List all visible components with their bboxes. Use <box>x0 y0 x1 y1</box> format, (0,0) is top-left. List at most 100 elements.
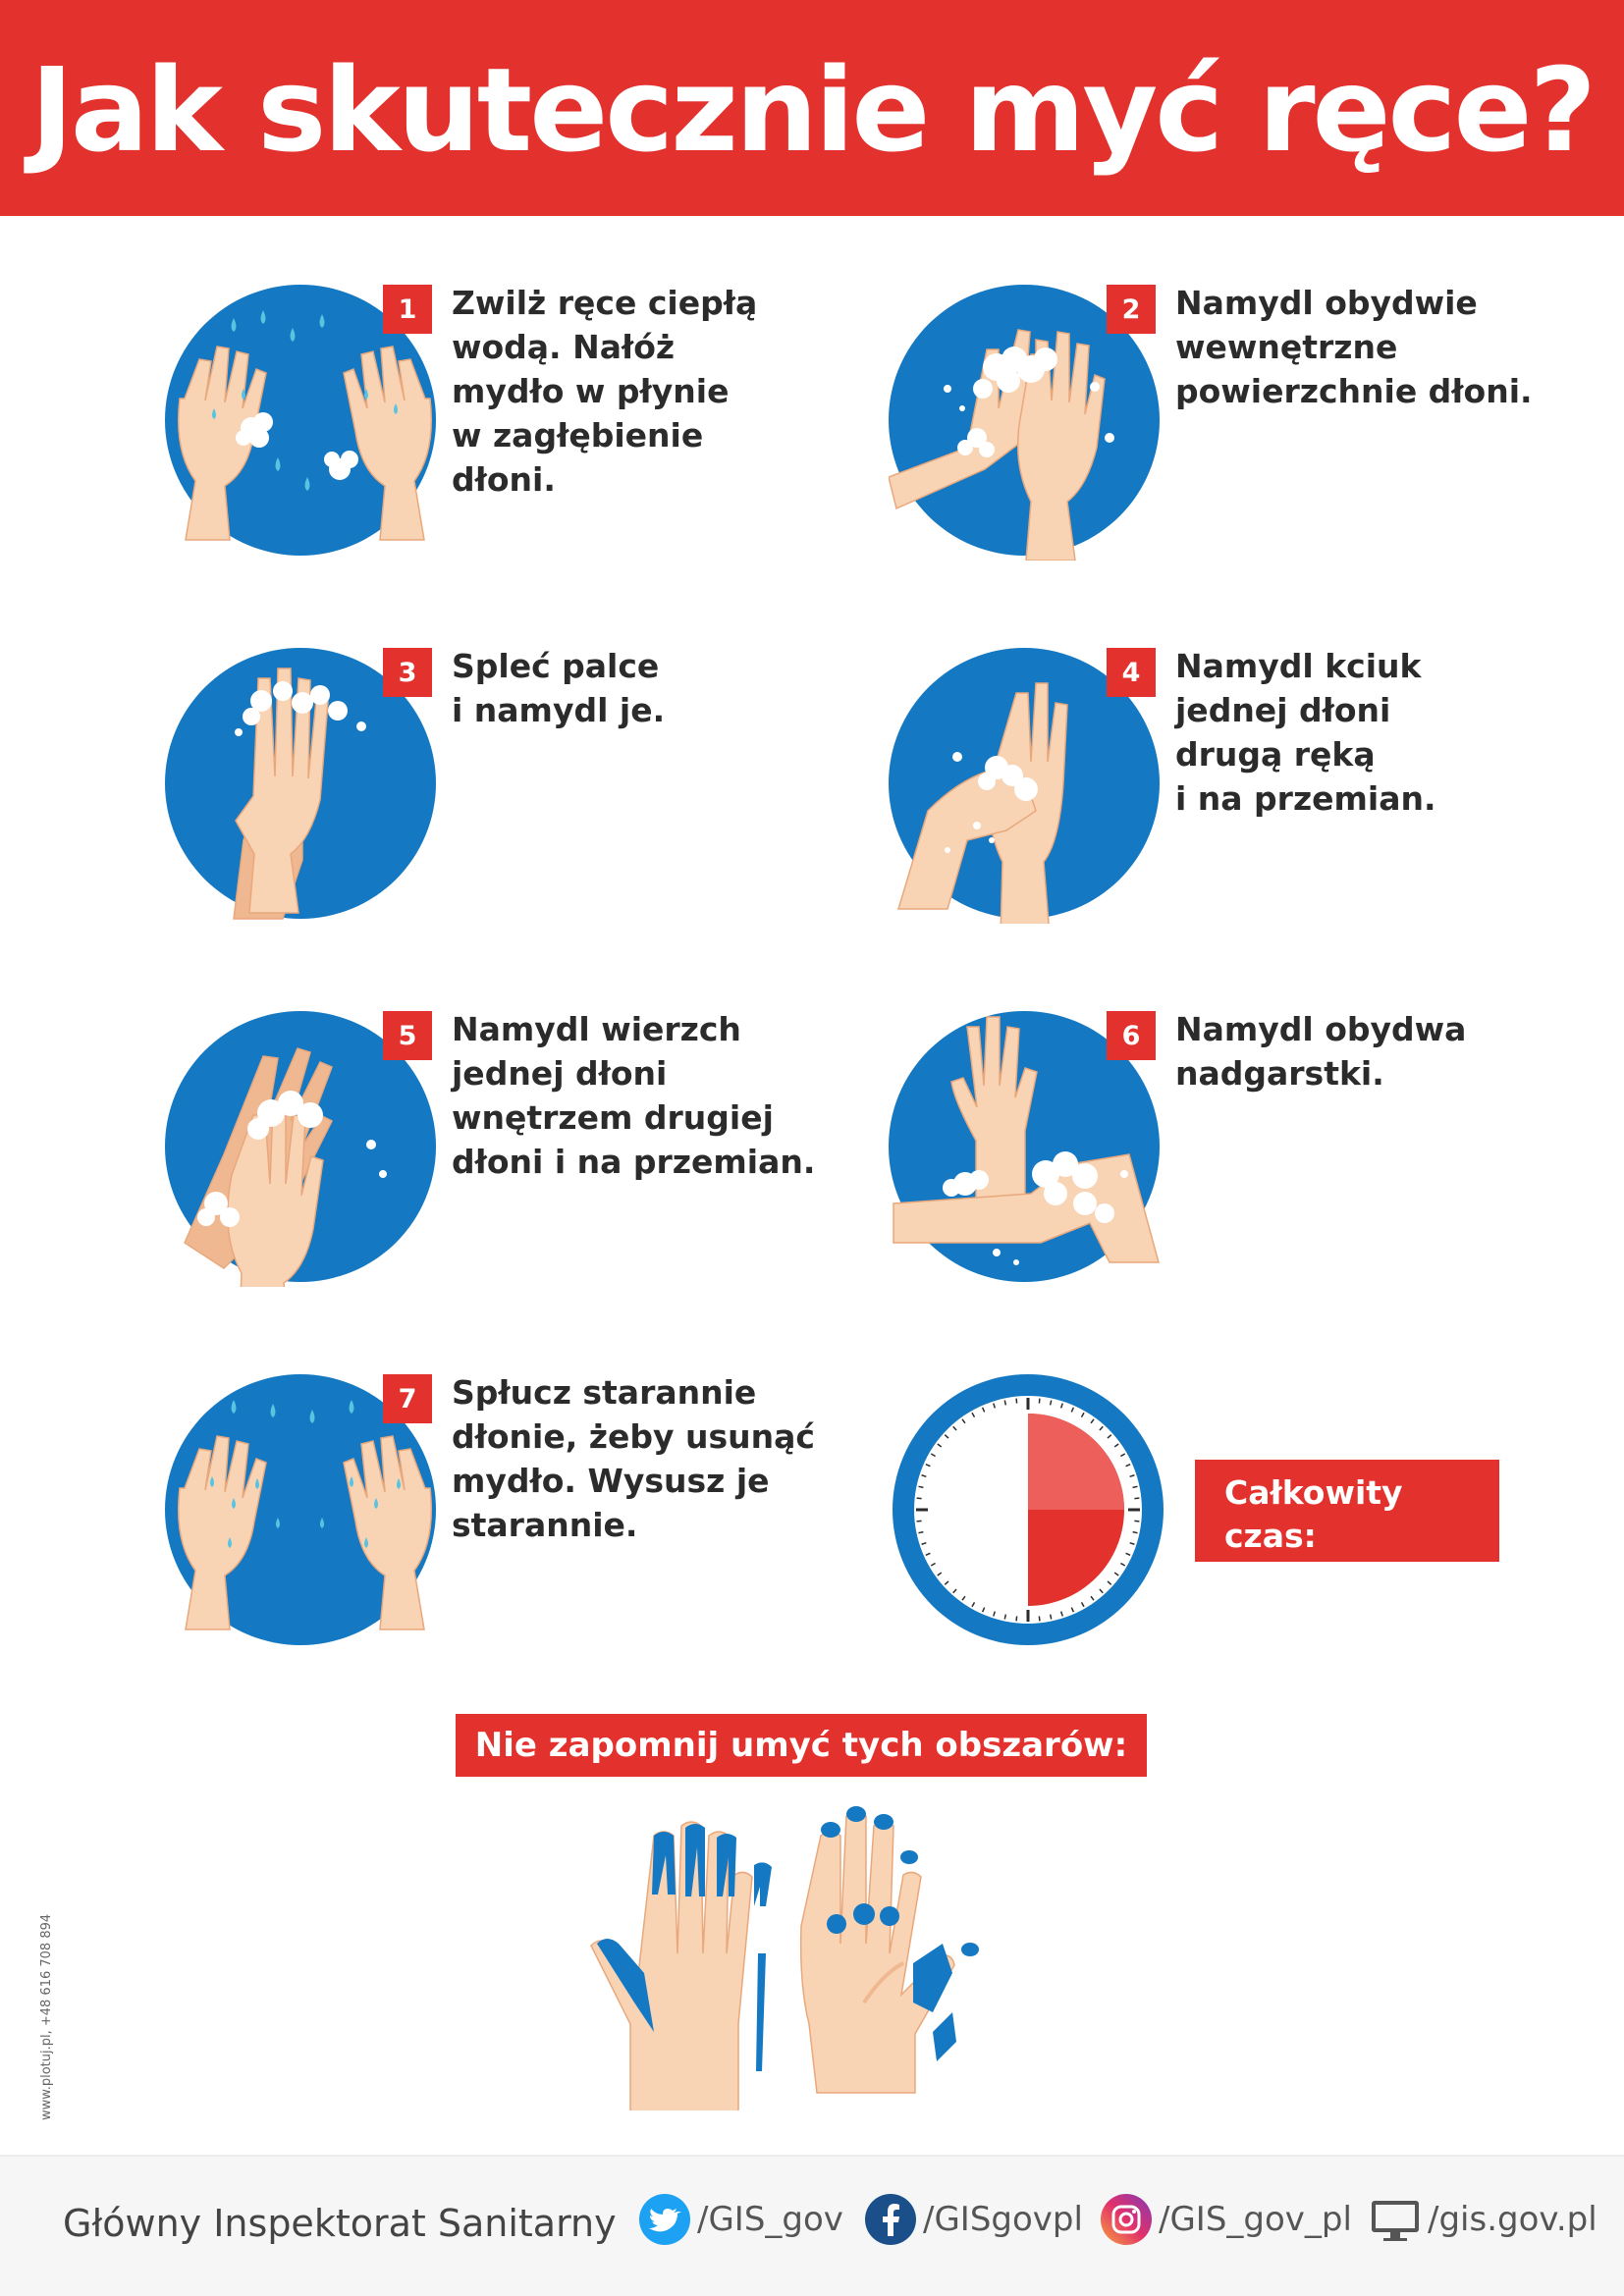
timer-tick <box>1038 1398 1041 1404</box>
timer-tick <box>937 1443 943 1448</box>
step-number: 4 <box>1107 648 1156 697</box>
instagram-handle: /GIS_gov_pl <box>1159 2200 1352 2239</box>
timer-tick <box>981 1607 986 1613</box>
timer-tick <box>944 1580 949 1585</box>
timer-tick <box>1049 1614 1053 1620</box>
timer-tick <box>1070 1407 1075 1413</box>
timer-tick <box>1120 1562 1126 1567</box>
step-number: 6 <box>1107 1011 1156 1060</box>
timer-tick <box>925 1463 931 1468</box>
timer-tick <box>961 1418 966 1424</box>
timer-tick <box>921 1541 927 1545</box>
timer-tick <box>952 1588 957 1594</box>
step-instruction: Spleć palce i namydl je. <box>452 647 666 729</box>
side-credit: www.plotuj.pl, +48 616 708 894 <box>39 1913 54 2120</box>
twitter-handle: /GIS_gov <box>697 2200 843 2239</box>
footer: Główny Inspektorat Sanitarny /GIS_gov /G… <box>0 2155 1624 2296</box>
step-instruction: Namydl obydwa nadgarstki. <box>1175 1010 1467 1093</box>
timer-tick <box>1099 1588 1104 1594</box>
timer-tick <box>1080 1602 1085 1608</box>
timer-tick <box>1070 1607 1075 1613</box>
website-link[interactable]: /gis.gov.pl <box>1369 2192 1597 2247</box>
timer-tick <box>930 1453 936 1458</box>
missed-areas-hands-illustration <box>590 1806 979 2110</box>
total-time-label: Całkowity czas: <box>1224 1473 1403 1555</box>
timer-tick <box>993 1611 997 1617</box>
facebook-link[interactable]: /GISgovpl <box>864 2192 1083 2247</box>
monitor-icon <box>1372 2201 1419 2241</box>
timer-tick <box>1090 1595 1095 1601</box>
timer-tick <box>1059 1611 1063 1617</box>
timer-elapsed-fill-highlight <box>1028 1414 1124 1510</box>
timer-tick <box>1113 1572 1119 1576</box>
organization-name: Główny Inspektorat Sanitarny <box>63 2202 617 2245</box>
timer-tick <box>1015 1398 1018 1404</box>
timer-tick <box>1113 1443 1119 1448</box>
timer-tick <box>971 1602 976 1608</box>
timer-tick <box>971 1412 976 1417</box>
timer-tick <box>1125 1463 1131 1468</box>
timer-tick <box>916 1497 922 1500</box>
timer-tick <box>1134 1520 1140 1522</box>
facebook-handle: /GISgovpl <box>923 2200 1083 2239</box>
timer-tick <box>981 1407 986 1413</box>
timer-clock-illustration <box>893 1374 1164 1645</box>
timer-tick <box>918 1530 924 1534</box>
timer-tick <box>921 1474 927 1478</box>
step-1: 1 Zwilż ręce ciepłą wodą. Nałóż mydło w … <box>165 281 950 575</box>
step-4: 4 Namydl kciuk jednej dłoni drugą ręką i… <box>889 644 1624 938</box>
step-number: 2 <box>1107 285 1156 334</box>
timer-tick <box>1049 1400 1053 1406</box>
total-time-badge: Całkowity czas: 30 sekund <box>1195 1460 1499 1598</box>
wet-hands-illustration <box>165 285 436 556</box>
step-2: 2 Namydl obydwie wewnętrzne powierzchnie… <box>889 281 1624 575</box>
timer-tick <box>1107 1434 1112 1439</box>
step-number: 3 <box>383 648 432 697</box>
timer-tick <box>1132 1530 1138 1534</box>
timer-tick <box>1059 1403 1063 1409</box>
timer-tick <box>937 1572 943 1576</box>
timer-tick <box>1015 1616 1018 1622</box>
header-banner: Jak skutecznie myć ręce? <box>0 0 1624 216</box>
website-address: /gis.gov.pl <box>1428 2200 1597 2239</box>
timer-tick <box>1099 1425 1104 1431</box>
step-instruction: Namydl obydwie wewnętrzne powierzchnie d… <box>1175 284 1533 410</box>
timer-tick <box>925 1552 931 1557</box>
timer-tick <box>993 1403 997 1409</box>
thumb-wash-illustration <box>889 648 1160 924</box>
step-instruction: Spłucz starannie dłonie, żeby usunąć myd… <box>452 1373 815 1544</box>
timer-tick <box>1080 1412 1085 1417</box>
interlaced-fingers-illustration <box>165 648 436 920</box>
twitter-link[interactable]: /GIS_gov <box>638 2192 843 2247</box>
step-instruction: Namydl kciuk jednej dłoni drugą ręką i n… <box>1175 647 1436 818</box>
wrist-wash-illustration <box>889 1011 1160 1282</box>
step-6: 6 Namydl obydwa nadgarstki. <box>889 1007 1624 1302</box>
total-time-value: 30 sekund <box>1224 1560 1392 1598</box>
step-number: 7 <box>383 1374 432 1423</box>
rinse-hands-illustration <box>165 1374 436 1645</box>
timer-tick <box>1129 1541 1135 1545</box>
page-title: Jak skutecznie myć ręce? <box>30 42 1597 178</box>
step-3: 3 Spleć palce i namydl je. <box>165 644 950 938</box>
back-of-hand-illustration <box>165 1011 436 1287</box>
timer-tick <box>1003 1400 1007 1406</box>
reminder-banner: Nie zapomnij umyć tych obszarów: <box>456 1714 1147 1777</box>
step-5: 5 Namydl wierzch jednej dłoni wnętrzem d… <box>165 1007 950 1302</box>
step-instruction: Namydl wierzch jednej dłoni wnętrzem dru… <box>452 1010 816 1181</box>
timer-tick <box>1038 1616 1041 1622</box>
step-7: 7 Spłucz starannie dłonie, żeby usunąć m… <box>165 1370 950 1665</box>
palm-to-palm-illustration <box>889 285 1160 561</box>
instagram-icon <box>1101 2194 1152 2245</box>
timer-tick <box>944 1434 949 1439</box>
facebook-icon <box>865 2194 916 2245</box>
instagram-link[interactable]: /GIS_gov_pl <box>1100 2192 1352 2247</box>
twitter-icon <box>639 2194 690 2245</box>
timer-tick <box>1125 1552 1131 1557</box>
timer-tick <box>1134 1497 1140 1500</box>
timer-tick <box>961 1595 966 1601</box>
timer-tick <box>918 1485 924 1489</box>
timer-tick <box>952 1425 957 1431</box>
timer-tick <box>1120 1453 1126 1458</box>
timer-tick <box>930 1562 936 1567</box>
timer-tick <box>1003 1614 1007 1620</box>
